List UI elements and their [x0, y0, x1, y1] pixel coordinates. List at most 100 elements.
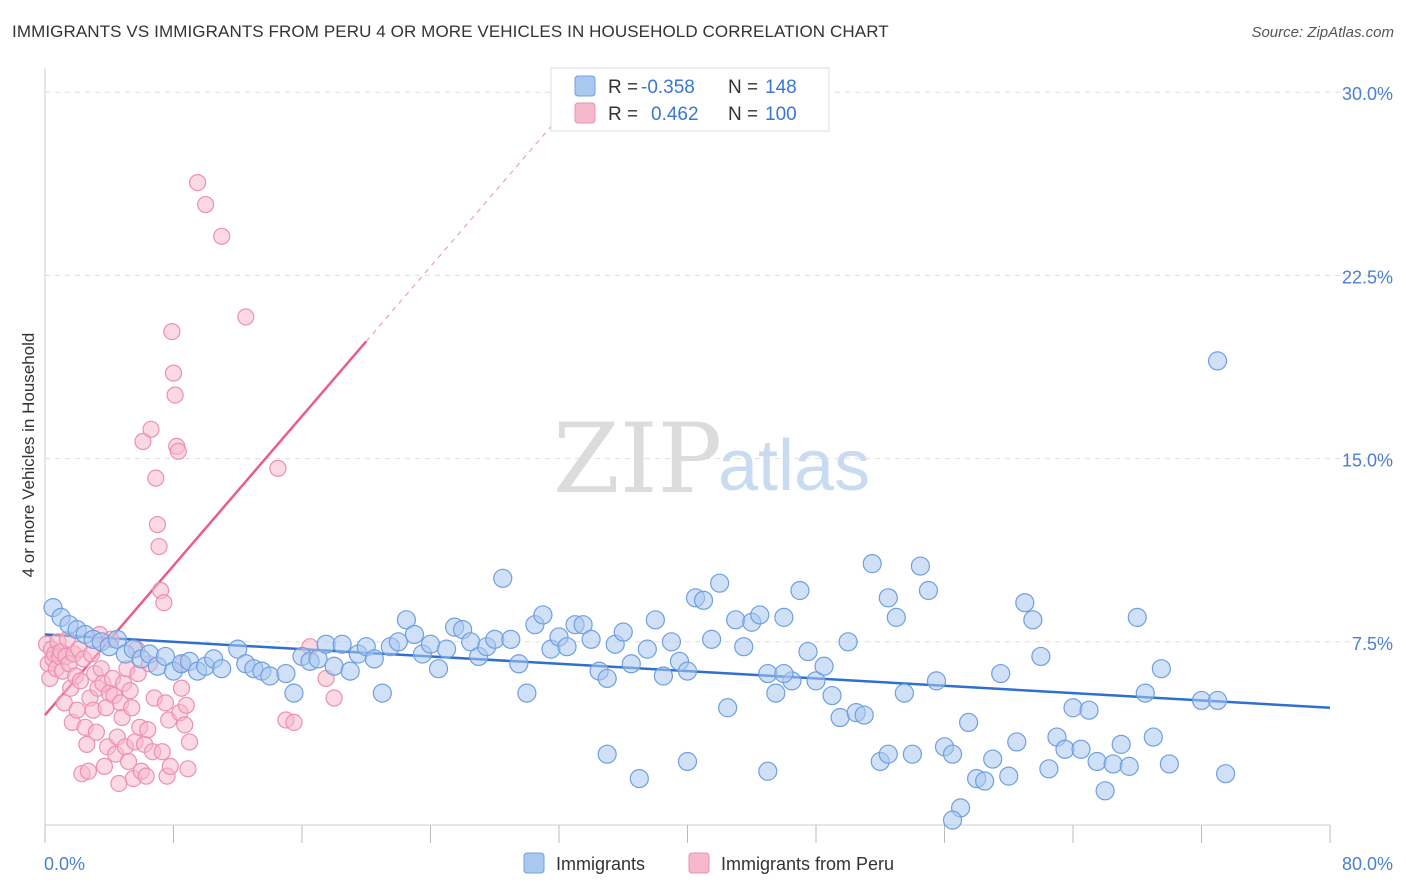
immigrants-point	[533, 605, 553, 625]
immigrants-point	[1111, 734, 1131, 754]
x-tick-label: 80.0%	[1342, 854, 1393, 874]
peru-point	[179, 760, 197, 778]
legend-immigrants-swatch	[523, 852, 545, 874]
immigrants-points	[43, 351, 1236, 830]
immigrants-point	[1095, 781, 1115, 801]
immigrants-point	[942, 810, 963, 830]
immigrants-point	[1039, 759, 1059, 779]
immigrants-point	[902, 744, 922, 764]
immigrants-point	[364, 649, 384, 669]
immigrants-point	[878, 588, 898, 608]
peru-point	[169, 442, 187, 460]
y-tick-label: 30.0%	[1342, 84, 1393, 104]
immigrants-point	[1215, 764, 1236, 784]
immigrants-point	[798, 641, 818, 662]
peru-point	[142, 420, 160, 438]
immigrants-point	[1119, 756, 1139, 776]
immigrants-point	[1103, 754, 1123, 774]
immigrants-point	[396, 610, 417, 630]
immigrants-point	[838, 632, 858, 652]
immigrants-point	[332, 634, 352, 654]
stats-pink-n-label: N =	[728, 104, 758, 125]
immigrants-point	[862, 554, 882, 574]
stats-pink-n-value: 100	[765, 104, 797, 125]
peru-point	[121, 682, 139, 700]
immigrants-point	[372, 683, 392, 703]
stats-blue-r-label: R =	[608, 77, 638, 98]
immigrants-point	[637, 639, 657, 659]
immigrants-point	[830, 707, 850, 728]
immigrants-point	[573, 615, 593, 635]
peru-point	[55, 694, 73, 712]
immigrants-point	[1071, 739, 1091, 759]
immigrants-point	[260, 666, 280, 686]
immigrants-point	[766, 683, 786, 703]
stats-pink-r-value: 0.462	[651, 104, 699, 125]
stats-blue-n-label: N =	[728, 77, 758, 98]
immigrants-point	[878, 744, 898, 764]
chart-title: IMMIGRANTS VS IMMIGRANTS FROM PERU 4 OR …	[12, 22, 889, 41]
immigrants-point	[975, 771, 995, 791]
peru-point	[110, 774, 128, 793]
immigrants-point	[750, 605, 770, 625]
immigrants-point	[1023, 610, 1043, 630]
immigrants-point	[1055, 739, 1075, 759]
immigrants-point	[822, 685, 842, 706]
peru-point	[87, 723, 106, 741]
immigrants-point	[1079, 700, 1099, 720]
immigrants-point	[597, 744, 617, 764]
immigrants-point	[485, 629, 505, 649]
immigrants-point	[404, 624, 425, 645]
immigrants-point	[774, 663, 794, 684]
legend: Immigrants Immigrants from Peru	[523, 852, 894, 874]
peru-point	[176, 716, 194, 734]
stats-box: R = -0.358 N = 148 R = 0.462 N = 100	[550, 67, 830, 132]
peru-point	[163, 322, 181, 341]
tick-labels: 7.5% 15.0% 22.5% 30.0% 0.0% 80.0%	[44, 84, 1393, 874]
immigrants-point	[653, 666, 674, 686]
peru-point	[150, 537, 168, 556]
peru-point	[325, 689, 343, 707]
immigrants-point	[910, 556, 931, 576]
immigrants-point	[1087, 751, 1107, 772]
immigrants-point	[597, 668, 617, 689]
peru-point	[123, 699, 141, 717]
y-tick-label: 22.5%	[1342, 267, 1393, 287]
peru-point	[269, 459, 287, 477]
peru-point	[164, 364, 183, 382]
immigrants-point	[693, 590, 714, 610]
immigrants-point	[420, 634, 441, 654]
peru-point	[137, 767, 155, 785]
immigrants-point	[1143, 727, 1163, 747]
peru-point	[172, 679, 191, 697]
peru-point	[285, 713, 303, 732]
immigrants-point	[726, 610, 746, 630]
immigrants-point	[428, 659, 449, 679]
stats-pink-swatch	[574, 102, 596, 124]
stats-blue-n-value: 148	[765, 77, 797, 98]
stats-pink-r-label: R =	[608, 104, 638, 125]
immigrants-point	[107, 629, 127, 649]
immigrants-point	[991, 663, 1011, 684]
peru-trend	[44, 79, 592, 716]
immigrants-point	[645, 610, 665, 630]
peru-point	[155, 594, 173, 612]
immigrants-point	[1007, 732, 1027, 752]
peru-point	[68, 701, 86, 719]
immigrants-point	[629, 768, 649, 789]
immigrants-point	[276, 663, 296, 684]
immigrants-point	[983, 749, 1003, 769]
peru-point	[139, 721, 157, 739]
stats-blue-r-value: -0.358	[641, 77, 695, 98]
immigrants-point	[677, 751, 698, 772]
immigrants-point	[284, 683, 304, 703]
peru-point	[188, 173, 207, 192]
immigrants-point	[1031, 646, 1051, 667]
immigrants-point	[1159, 754, 1179, 774]
immigrants-point	[501, 629, 521, 649]
y-axis-label: 4 or more Vehicles in Household	[19, 333, 38, 578]
peru-point	[180, 733, 199, 751]
x-tick-label: 0.0%	[44, 854, 85, 874]
immigrants-point	[758, 663, 778, 684]
